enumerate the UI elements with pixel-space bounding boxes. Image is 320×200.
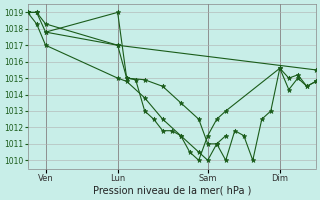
X-axis label: Pression niveau de la mer( hPa ): Pression niveau de la mer( hPa ) (92, 186, 251, 196)
